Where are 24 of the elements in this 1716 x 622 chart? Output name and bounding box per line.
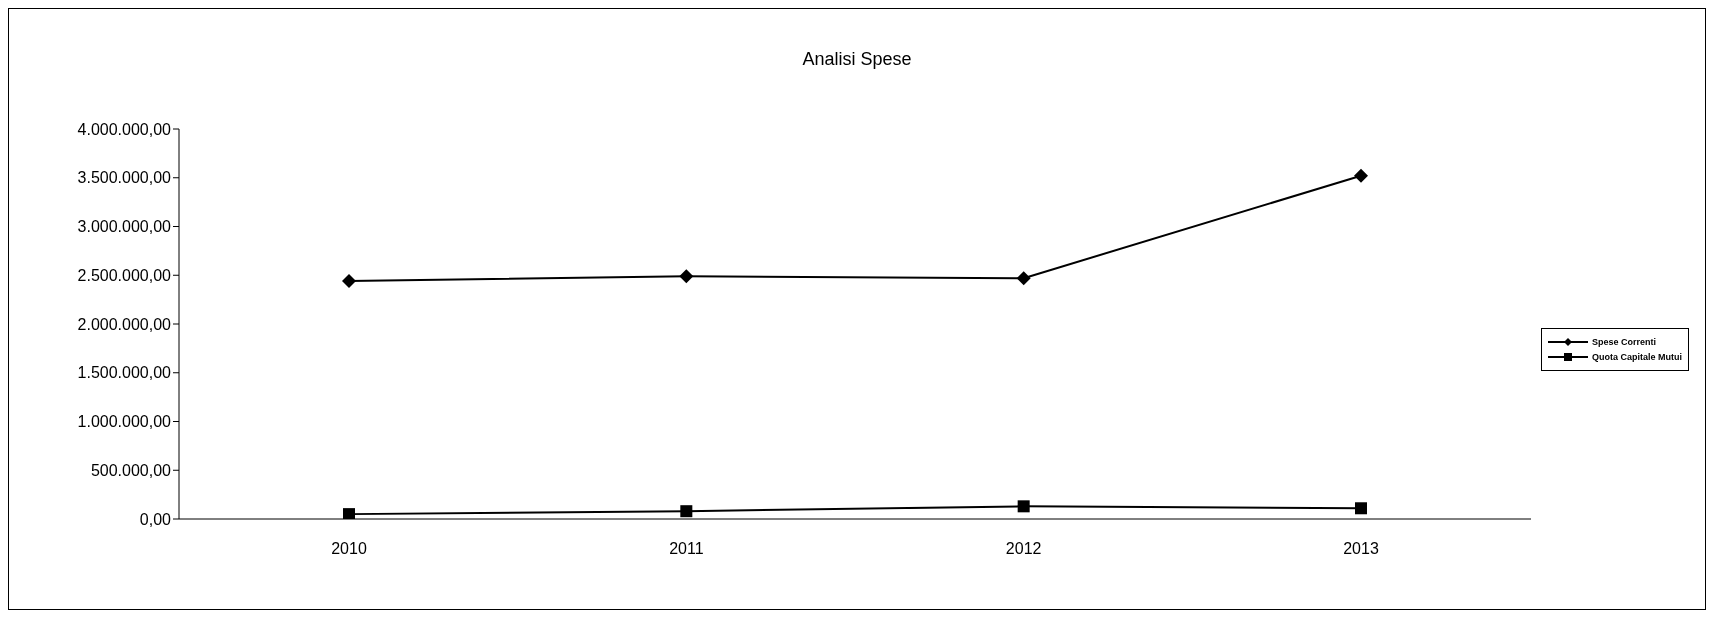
point: [1354, 168, 1368, 183]
y-tick-label: 1.500.000,00: [77, 364, 172, 382]
y-tick-label: 3.000.000,00: [77, 218, 172, 236]
x-tick-label: 2011: [669, 540, 704, 558]
point: [343, 508, 355, 519]
y-tick-label: 500.000,00: [90, 461, 172, 479]
y-tick-label: 4.000.000,00: [77, 120, 172, 138]
x-tick-label: 2010: [331, 540, 367, 558]
y-tick-label: 3.500.000,00: [77, 169, 172, 187]
chart-title: Analisi Spese: [801, 49, 913, 70]
point: [679, 269, 694, 284]
legend-label: Spese Correnti: [1592, 336, 1657, 347]
point: [1017, 500, 1030, 513]
y-tick-label: 2.500.000,00: [77, 266, 172, 284]
point: [680, 505, 693, 518]
legend-label: Quota Capitale Mutui: [1592, 351, 1682, 362]
x-tick-label: 2013: [1343, 540, 1379, 558]
y-tick-label: 1.000.000,00: [77, 413, 172, 431]
y-tick-label: 2.000.000,00: [77, 315, 172, 333]
y-tick-label: 0,00: [139, 510, 172, 528]
point: [1016, 271, 1031, 286]
point: [342, 274, 356, 289]
x-tick-label: 2012: [1005, 540, 1042, 558]
point: [1355, 502, 1367, 515]
